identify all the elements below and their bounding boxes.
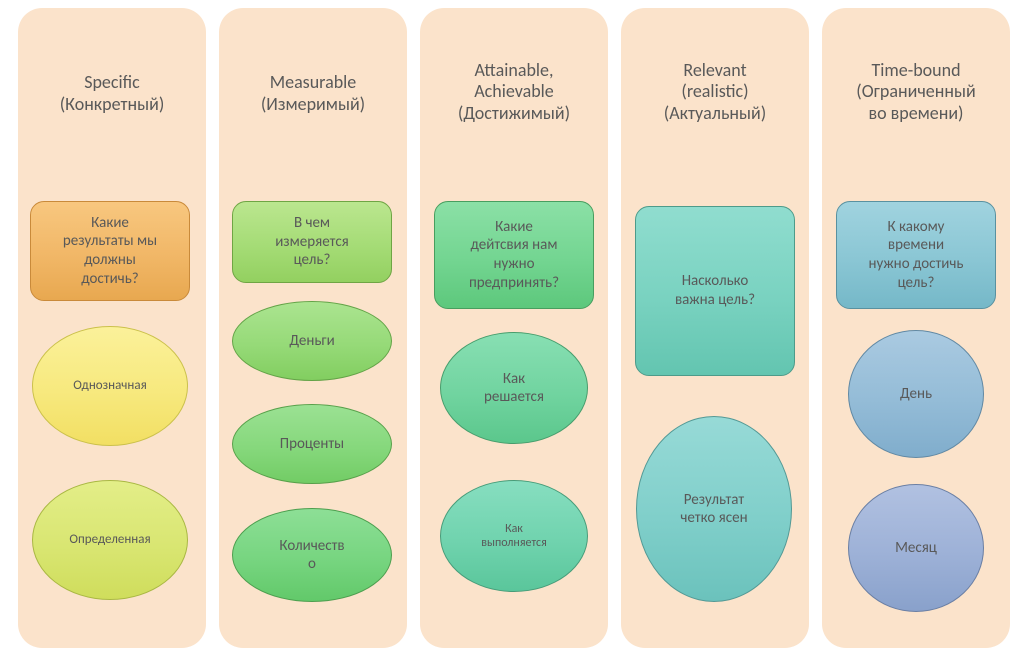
smart-infographic: Specific (Конкретный) Какие результаты мы… (0, 0, 1022, 655)
item-ellipse: Результат четко ясен (636, 416, 792, 602)
question-card: В чем измеряется цель? (232, 201, 392, 283)
column-title: Specific (Конкретный) (18, 55, 206, 133)
item-ellipse: Количеств о (232, 508, 392, 602)
item-ellipse: Проценты (232, 404, 392, 484)
column-title: Measurable (Измеримый) (219, 55, 407, 133)
item-ellipse: Однозначная (32, 326, 188, 446)
question-card: К какому времени нужно достичь цель? (836, 201, 996, 309)
item-ellipse: Деньги (232, 301, 392, 381)
item-ellipse: Месяц (848, 484, 984, 612)
item-ellipse: Как выполняется (440, 480, 588, 592)
column-title: Time-bound (Ограниченный во времени) (822, 48, 1010, 136)
question-card: Насколько важна цель? (635, 206, 795, 376)
question-card: Какие дейтсвия нам нужно предпринять? (434, 201, 594, 309)
column-title: Attainable, Achievable (Достижимый) (420, 48, 608, 136)
item-ellipse: Как решается (440, 332, 588, 444)
item-ellipse: Определенная (32, 480, 188, 600)
question-card: Какие результаты мы должны достичь? (30, 201, 190, 301)
item-ellipse: День (848, 330, 984, 458)
column-title: Relevant (realistic) (Актуальный) (621, 48, 809, 136)
